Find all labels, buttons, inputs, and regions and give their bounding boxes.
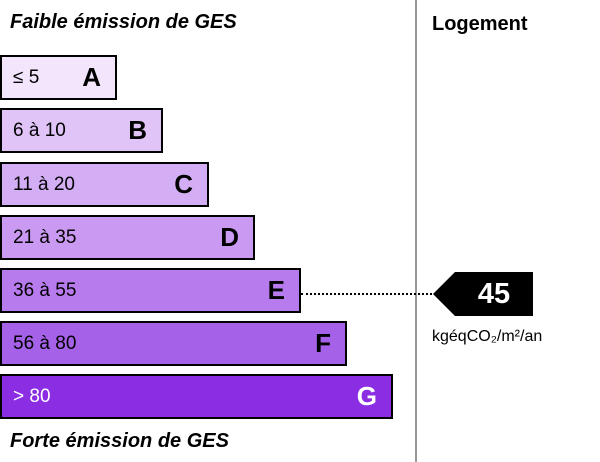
band-c-range: 11 à 20 [13,173,75,195]
column-divider [415,0,417,462]
band-e-range: 36 à 55 [13,279,77,301]
band-d-letter: D [220,222,239,252]
band-b-range: 6 à 10 [13,119,66,141]
indicator-leader-line [301,293,436,295]
band-a-range: ≤ 5 [13,66,40,88]
band-g-range: > 80 [13,385,51,407]
band-f-range: 56 à 80 [13,332,77,354]
band-f-letter: F [315,328,331,358]
band-c-letter: C [174,169,193,199]
band-f: 56 à 80 F [0,321,347,366]
band-d-range: 21 à 35 [13,226,77,248]
band-e: 36 à 55 E [0,268,301,313]
band-b: 6 à 10 B [0,108,163,153]
band-g: > 80 G [0,374,393,419]
band-b-letter: B [128,115,147,145]
band-d: 21 à 35 D [0,215,255,260]
band-e-letter: E [267,275,285,305]
value-indicator: 45 [433,272,533,316]
band-a: ≤ 5 A [0,55,117,100]
indicator-value: 45 [477,277,511,310]
housing-column-title: Logement [432,13,528,35]
band-a-letter: A [82,62,101,92]
indicator-arrow-shape [433,272,533,316]
band-c: 11 à 20 C [0,162,209,207]
band-g-letter: G [356,381,377,411]
high-emission-label: Forte émission de GES [10,430,229,452]
low-emission-label: Faible émission de GES [10,11,237,33]
indicator-unit: kgéqCO₂/m²/an [432,328,543,345]
